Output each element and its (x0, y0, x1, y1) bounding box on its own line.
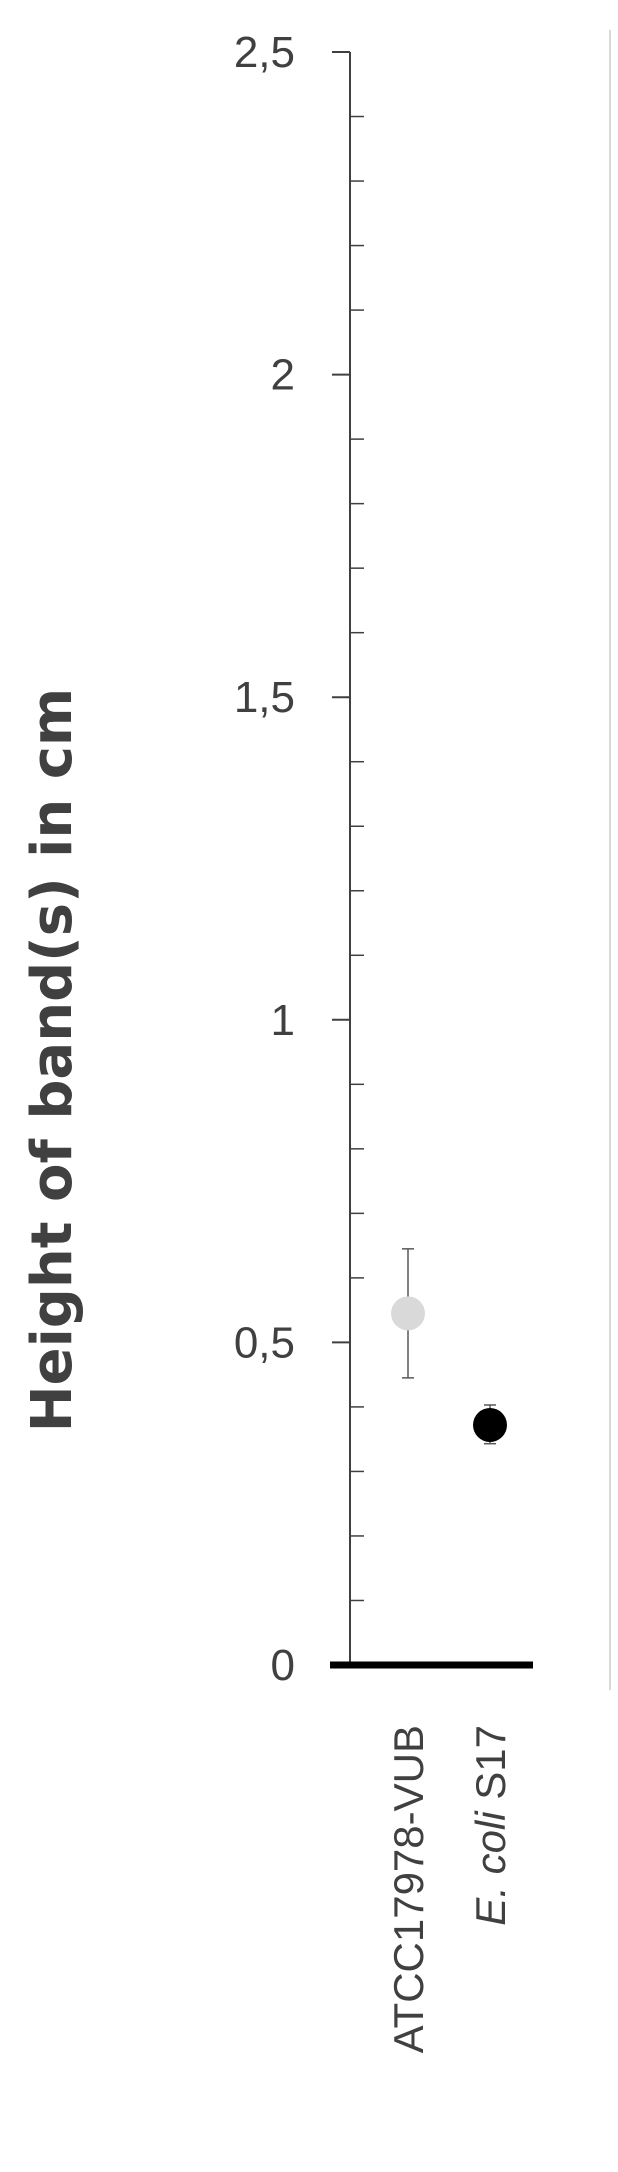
category-text: ATCC17978-VUB (385, 1725, 432, 2053)
y-tick-label: 1 (271, 996, 295, 1045)
y-major-ticks (332, 51, 350, 1666)
x-category-label: E. coli S17 (467, 1725, 514, 1926)
data-point (391, 1296, 425, 1331)
y-tick-label: 1,5 (234, 673, 295, 722)
y-minor-ticks (350, 115, 364, 1602)
x-category-labels: ATCC17978-VUB E. coli S17 (385, 1725, 514, 2053)
x-category-label: ATCC17978-VUB (385, 1725, 432, 2053)
y-tick-label: 0 (271, 1641, 295, 1690)
data-points (391, 1248, 507, 1445)
category-italic-text: E. coli (467, 1810, 514, 1926)
y-axis-title: Height of band(s) in cm (20, 688, 85, 1433)
category-rest-text: S17 (467, 1725, 514, 1811)
y-tick-labels: 0 0,5 1 1,5 2 2,5 (234, 28, 295, 1690)
data-point (473, 1407, 507, 1442)
y-tick-label: 0,5 (234, 1318, 295, 1367)
y-tick-label: 2,5 (234, 28, 295, 77)
y-tick-label: 2 (271, 351, 295, 400)
